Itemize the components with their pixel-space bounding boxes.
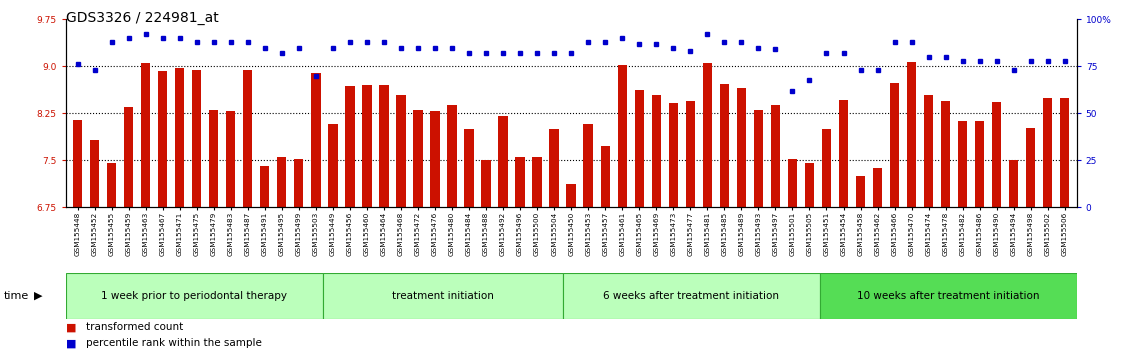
Bar xyxy=(788,159,797,207)
Bar xyxy=(719,84,729,207)
Text: percentile rank within the sample: percentile rank within the sample xyxy=(86,338,262,348)
Bar xyxy=(413,110,423,207)
Bar xyxy=(770,105,780,207)
Bar xyxy=(567,184,576,207)
Bar xyxy=(322,273,562,319)
Bar xyxy=(668,103,677,207)
Text: treatment initiation: treatment initiation xyxy=(391,291,493,301)
Bar xyxy=(243,69,252,207)
Bar xyxy=(975,121,984,207)
Text: GDS3326 / 224981_at: GDS3326 / 224981_at xyxy=(66,11,218,25)
Bar xyxy=(141,63,150,207)
Bar xyxy=(685,101,694,207)
Bar xyxy=(601,147,610,207)
Bar xyxy=(856,176,865,207)
Bar xyxy=(958,121,967,207)
Bar xyxy=(651,95,661,207)
Bar xyxy=(175,68,184,207)
Bar xyxy=(482,160,491,207)
Bar xyxy=(753,110,763,207)
Bar xyxy=(124,107,133,207)
Bar xyxy=(873,168,882,207)
Bar xyxy=(448,105,457,207)
Bar xyxy=(924,95,933,207)
Bar xyxy=(499,116,508,207)
Text: 1 week prior to periodontal therapy: 1 week prior to periodontal therapy xyxy=(101,291,287,301)
Bar xyxy=(260,166,269,207)
Bar xyxy=(702,63,713,207)
Bar xyxy=(277,157,286,207)
Bar xyxy=(562,273,820,319)
Bar xyxy=(72,120,83,207)
Bar xyxy=(890,83,899,207)
Bar xyxy=(158,72,167,207)
Text: ■: ■ xyxy=(66,338,76,348)
Bar xyxy=(379,85,389,207)
Bar xyxy=(516,157,525,207)
Bar xyxy=(1009,160,1018,207)
Bar xyxy=(736,88,746,207)
Bar xyxy=(192,69,201,207)
Bar xyxy=(550,129,559,207)
Bar xyxy=(66,273,322,319)
Bar xyxy=(1060,98,1070,207)
Text: time: time xyxy=(3,291,28,301)
Text: ■: ■ xyxy=(66,322,76,332)
Bar xyxy=(294,159,303,207)
Bar xyxy=(533,157,542,207)
Bar xyxy=(89,140,100,207)
Bar xyxy=(311,73,320,207)
Bar xyxy=(106,163,116,207)
Bar xyxy=(465,129,474,207)
Text: ▶: ▶ xyxy=(34,291,43,301)
Bar xyxy=(618,65,627,207)
Bar xyxy=(1043,98,1053,207)
Bar xyxy=(584,124,593,207)
Bar xyxy=(839,99,848,207)
Bar xyxy=(634,90,644,207)
Text: 10 weeks after treatment initiation: 10 weeks after treatment initiation xyxy=(857,291,1039,301)
Bar xyxy=(396,95,406,207)
Bar xyxy=(1026,128,1036,207)
Text: transformed count: transformed count xyxy=(86,322,183,332)
Bar xyxy=(941,101,950,207)
Bar xyxy=(820,273,1077,319)
Bar xyxy=(805,163,814,207)
Bar xyxy=(328,124,337,207)
Bar xyxy=(430,112,440,207)
Bar xyxy=(362,85,372,207)
Bar xyxy=(907,62,916,207)
Bar xyxy=(822,129,831,207)
Bar xyxy=(226,112,235,207)
Bar xyxy=(209,110,218,207)
Text: 6 weeks after treatment initiation: 6 weeks after treatment initiation xyxy=(603,291,779,301)
Bar xyxy=(992,102,1001,207)
Bar xyxy=(345,86,354,207)
